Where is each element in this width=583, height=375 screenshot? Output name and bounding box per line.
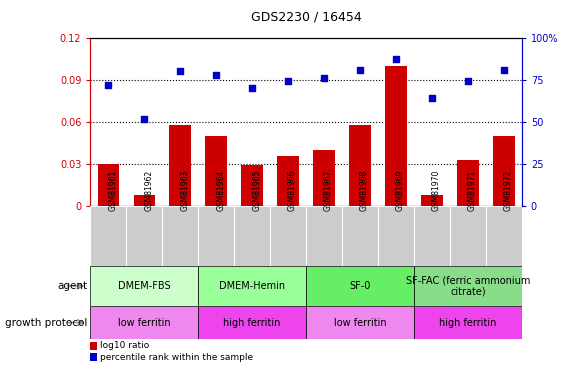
Bar bbox=[205, 136, 227, 206]
Bar bbox=[342, 206, 378, 266]
Point bbox=[319, 75, 329, 81]
Point bbox=[355, 67, 365, 73]
Text: GSM81966: GSM81966 bbox=[288, 170, 297, 211]
Bar bbox=[90, 206, 127, 266]
Bar bbox=[278, 156, 299, 206]
Point bbox=[104, 82, 113, 88]
Text: GSM81971: GSM81971 bbox=[468, 170, 477, 211]
Bar bbox=[450, 206, 486, 266]
Point bbox=[247, 85, 257, 91]
Text: low ferritin: low ferritin bbox=[118, 318, 171, 327]
Bar bbox=[127, 206, 162, 266]
Text: GDS2230 / 16454: GDS2230 / 16454 bbox=[251, 10, 361, 23]
Text: GSM81964: GSM81964 bbox=[216, 170, 225, 211]
Bar bbox=[414, 306, 522, 339]
Text: SF-0: SF-0 bbox=[349, 281, 371, 291]
Text: GSM81962: GSM81962 bbox=[144, 170, 153, 211]
Text: agent: agent bbox=[57, 281, 87, 291]
Bar bbox=[241, 165, 263, 206]
Point bbox=[391, 56, 401, 62]
Bar bbox=[421, 195, 442, 206]
Text: high ferritin: high ferritin bbox=[439, 318, 497, 327]
Bar bbox=[349, 124, 371, 206]
Point bbox=[427, 95, 437, 101]
Text: GSM81968: GSM81968 bbox=[360, 170, 369, 211]
Text: GSM81963: GSM81963 bbox=[180, 170, 189, 211]
Bar bbox=[486, 206, 522, 266]
Bar bbox=[306, 306, 414, 339]
Bar bbox=[414, 206, 450, 266]
Text: high ferritin: high ferritin bbox=[223, 318, 281, 327]
Text: log10 ratio: log10 ratio bbox=[100, 341, 149, 350]
Text: GSM81967: GSM81967 bbox=[324, 170, 333, 211]
Bar bbox=[270, 206, 306, 266]
Text: GSM81969: GSM81969 bbox=[396, 170, 405, 211]
Text: GSM81970: GSM81970 bbox=[432, 170, 441, 211]
Bar bbox=[378, 206, 414, 266]
Text: low ferritin: low ferritin bbox=[333, 318, 387, 327]
Text: percentile rank within the sample: percentile rank within the sample bbox=[100, 353, 253, 362]
Bar bbox=[170, 124, 191, 206]
Text: GSM81965: GSM81965 bbox=[252, 170, 261, 211]
Bar bbox=[306, 206, 342, 266]
Point bbox=[139, 116, 149, 122]
Text: DMEM-Hemin: DMEM-Hemin bbox=[219, 281, 285, 291]
Text: growth protocol: growth protocol bbox=[5, 318, 87, 327]
Bar bbox=[313, 150, 335, 206]
Bar bbox=[90, 306, 198, 339]
Point bbox=[212, 72, 221, 78]
Text: GSM81972: GSM81972 bbox=[504, 170, 513, 211]
Bar bbox=[414, 266, 522, 306]
Bar bbox=[457, 160, 479, 206]
Bar bbox=[306, 266, 414, 306]
Bar bbox=[385, 66, 407, 206]
Bar bbox=[198, 206, 234, 266]
Point bbox=[175, 68, 185, 74]
Bar bbox=[162, 206, 198, 266]
Text: DMEM-FBS: DMEM-FBS bbox=[118, 281, 171, 291]
Point bbox=[283, 78, 293, 84]
Bar bbox=[90, 266, 198, 306]
Text: SF-FAC (ferric ammonium
citrate): SF-FAC (ferric ammonium citrate) bbox=[406, 275, 530, 297]
Bar bbox=[134, 195, 155, 206]
Point bbox=[499, 67, 508, 73]
Bar bbox=[234, 206, 270, 266]
Point bbox=[463, 78, 472, 84]
Bar bbox=[97, 164, 119, 206]
Bar bbox=[198, 266, 306, 306]
Bar bbox=[198, 306, 306, 339]
Bar bbox=[493, 136, 515, 206]
Text: GSM81961: GSM81961 bbox=[108, 170, 117, 211]
